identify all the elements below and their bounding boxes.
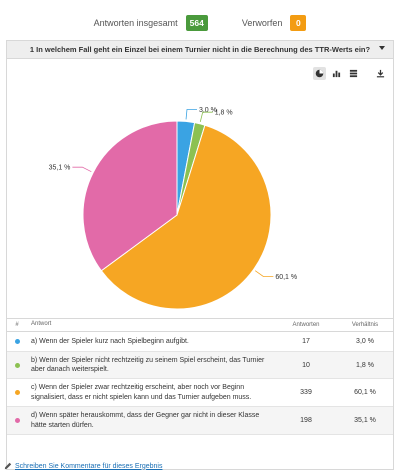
header-num: # (15, 322, 19, 328)
leader-line (72, 166, 92, 173)
download-icon[interactable] (374, 67, 387, 80)
slice-label: 60,1 % (275, 274, 297, 281)
table-row: a) Wenn der Spieler kurz nach Spielbegin… (7, 332, 393, 352)
answer-count: 10 (302, 361, 310, 369)
answer-text: c) Wenn der Spieler zwar rechtzeitig ers… (31, 384, 252, 401)
series-dot (14, 390, 20, 395)
answer-pct: 60,1 % (354, 389, 376, 396)
leader-line (254, 270, 274, 277)
rejected-label: Verworfen (241, 18, 283, 28)
series-dot (14, 339, 20, 344)
pie-chart: 3,0 %1,8 % 60,1 % 35,1 % (49, 107, 297, 310)
table-row: b) Wenn der Spieler nicht rechtzeitig zu… (7, 352, 393, 379)
leader-line (199, 111, 213, 122)
answer-count: 17 (302, 338, 310, 345)
write-comment-link[interactable]: Schreiben Sie Kommentare für dieses Erge… (15, 462, 163, 470)
slice-label: 35,1 % (49, 165, 71, 172)
chevron-down-icon[interactable] (379, 46, 385, 50)
pencil-icon (4, 462, 12, 470)
answer-pct: 3,0 % (356, 338, 374, 345)
answer-text: d) Wenn später herauskommt, dass der Geg… (31, 412, 260, 429)
slice-label: 1,8 % (215, 110, 233, 117)
stats-bar: Antworten insgesamt 564 Verworfen 0 (0, 13, 400, 33)
bar-chart-icon[interactable] (330, 67, 343, 80)
total-answers-label: Antworten insgesamt (93, 18, 178, 28)
table-icon[interactable] (347, 67, 360, 80)
header-answer: Antwort (31, 321, 52, 328)
answer-text: a) Wenn der Spieler kurz nach Spielbegin… (31, 337, 189, 345)
question-card: 1 In welchem Fall geht ein Einzel bei ei… (6, 40, 394, 470)
comment-link-row: Schreiben Sie Kommentare für dieses Erge… (4, 462, 162, 470)
table-row: d) Wenn später herauskommt, dass der Geg… (7, 407, 393, 435)
pie-slice[interactable] (82, 120, 178, 272)
question-header[interactable]: 1 In welchem Fall geht ein Einzel bei ei… (7, 41, 393, 59)
rejected-badge: 0 (290, 15, 307, 31)
answer-text: b) Wenn der Spieler nicht rechtzeitig zu… (31, 356, 265, 374)
total-answers-badge: 564 (185, 15, 208, 31)
pie-slice[interactable] (100, 124, 272, 310)
answer-count: 198 (300, 417, 312, 424)
answer-pct: 1,8 % (356, 361, 374, 369)
chart-toolbar (313, 67, 387, 80)
slice-label: 3,0 % (199, 107, 217, 114)
answer-pct: 35,1 % (354, 417, 376, 424)
series-dot (14, 418, 20, 423)
leader-line (185, 109, 197, 120)
series-dot (14, 362, 20, 368)
pie-chart-icon[interactable] (313, 67, 326, 80)
header-count: Antworten (292, 322, 320, 328)
results-table: # Antwort Antworten Verhältnis a) Wenn d… (7, 318, 393, 435)
table-row: c) Wenn der Spieler zwar rechtzeitig ers… (7, 379, 393, 407)
header-pct: Verhältnis (351, 322, 379, 328)
question-title: 1 In welchem Fall geht ein Einzel bei ei… (29, 45, 371, 54)
table-header: # Antwort Antworten Verhältnis (7, 318, 393, 332)
answer-count: 339 (300, 389, 312, 396)
